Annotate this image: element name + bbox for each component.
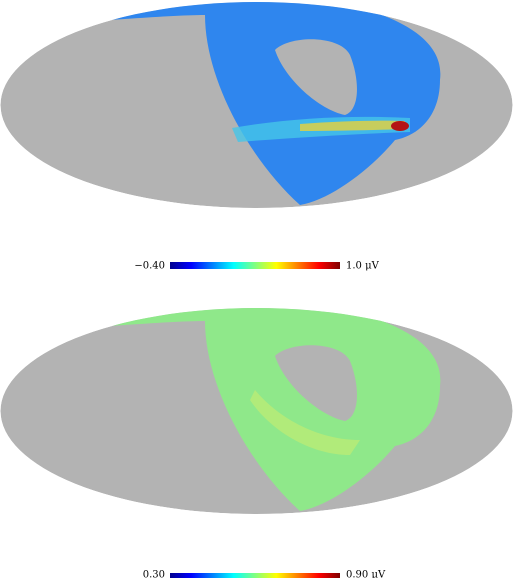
colorbar-min: 0.30 (143, 570, 165, 578)
noise-pattern (250, 390, 360, 455)
colorbar-max: 0.90 μV (346, 570, 386, 578)
galactic-plane-core (300, 120, 405, 131)
hot-spot (391, 121, 409, 131)
coverage-region (110, 2, 441, 205)
colorbar (170, 573, 340, 578)
colorbar (170, 262, 340, 269)
colorbar-max: 1.0 μV (346, 261, 380, 272)
sky-map (0, 308, 513, 514)
coverage-region (110, 308, 441, 511)
sky-map (0, 2, 513, 208)
colorbar-min: −0.40 (134, 261, 165, 272)
